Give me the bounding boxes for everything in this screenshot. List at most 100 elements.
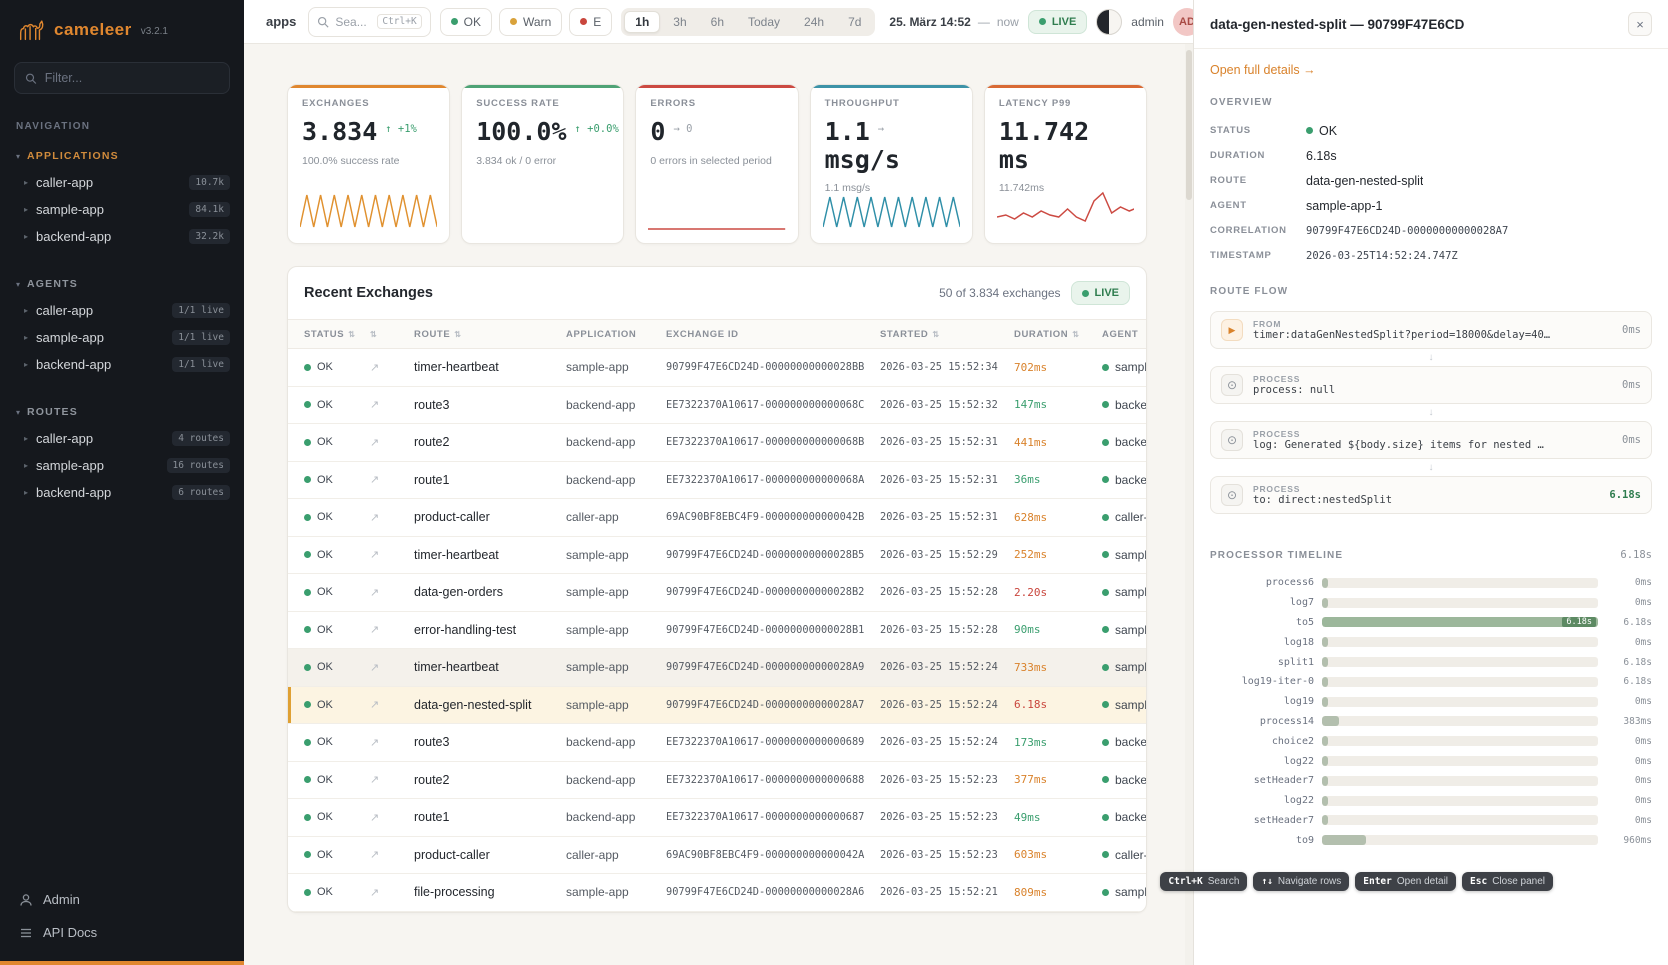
open-exchange-icon[interactable]: ↗ xyxy=(370,436,380,449)
sidebar-item[interactable]: ▸ backend-app 6 routes xyxy=(0,479,244,506)
time-range-button[interactable]: 6h xyxy=(710,14,724,29)
route-flow-step[interactable]: ▶ FROM timer:dataGenNestedSplit?period=1… xyxy=(1210,311,1652,349)
open-exchange-icon[interactable]: ↗ xyxy=(370,774,380,787)
table-row[interactable]: OK ↗ route2 backend-app EE7322370A10617-… xyxy=(288,424,1146,462)
admin-link[interactable]: Admin xyxy=(0,883,244,916)
sidebar-item-badge: 16 routes xyxy=(166,458,230,473)
column-header[interactable]: STATUS xyxy=(304,329,370,340)
sidebar-item[interactable]: ▸ sample-app 1/1 live xyxy=(0,324,244,351)
table-row[interactable]: OK ↗ data-gen-orders sample-app 90799F47… xyxy=(288,574,1146,612)
timeline-row[interactable]: log22 0ms xyxy=(1210,751,1652,771)
table-row[interactable]: OK ↗ data-gen-nested-split sample-app 90… xyxy=(288,686,1146,724)
table-row[interactable]: OK ↗ error-handling-test sample-app 9079… xyxy=(288,612,1146,649)
sidebar-item[interactable]: ▸ backend-app 32.2k xyxy=(0,223,244,250)
agent-label: sample-app-1 xyxy=(1115,622,1146,637)
open-exchange-icon[interactable]: ↗ xyxy=(370,811,380,824)
sidebar-item[interactable]: ▸ caller-app 1/1 live xyxy=(0,297,244,324)
timeline-row[interactable]: log19-iter-0 6.18s xyxy=(1210,672,1652,692)
open-exchange-icon[interactable]: ↗ xyxy=(370,474,380,487)
status-filter-chip[interactable]: OK xyxy=(439,7,493,36)
hint-key: Ctrl+K xyxy=(1168,876,1203,887)
table-row[interactable]: OK ↗ product-caller caller-app 69AC90BF8… xyxy=(288,837,1146,874)
timeline-row[interactable]: process14 383ms xyxy=(1210,712,1652,732)
timeline-row[interactable]: log19 0ms xyxy=(1210,692,1652,712)
table-row[interactable]: OK ↗ route1 backend-app EE7322370A10617-… xyxy=(288,799,1146,837)
metric-value: 1.1 xyxy=(824,117,870,146)
sidebar-item[interactable]: ▸ sample-app 84.1k xyxy=(0,196,244,223)
timeline-row[interactable]: setHeader7 0ms xyxy=(1210,771,1652,791)
scrollbar[interactable] xyxy=(1185,44,1193,965)
table-row[interactable]: OK ↗ product-caller caller-app 69AC90BF8… xyxy=(288,499,1146,537)
section-header-routes[interactable]: ▾ ROUTES xyxy=(0,398,244,425)
route-flow-step[interactable]: ⊙ PROCESS process: null 0ms xyxy=(1210,366,1652,404)
time-range-button[interactable]: 1h xyxy=(624,10,661,33)
table-row[interactable]: OK ↗ timer-heartbeat sample-app 90799F47… xyxy=(288,349,1146,387)
open-exchange-icon[interactable]: ↗ xyxy=(370,549,380,562)
processor-name: log19 xyxy=(1283,696,1314,708)
date-range-label[interactable]: 25. März 14:52 — now xyxy=(889,15,1018,29)
table-row[interactable]: OK ↗ route3 backend-app EE7322370A10617-… xyxy=(288,724,1146,762)
sidebar-item[interactable]: ▸ caller-app 4 routes xyxy=(0,425,244,452)
sidebar-item[interactable]: ▸ caller-app 10.7k xyxy=(0,169,244,196)
api-docs-link[interactable]: API Docs xyxy=(0,916,244,949)
time-range-button[interactable]: Today xyxy=(748,14,781,29)
route-flow-step[interactable]: ⊙ PROCESS log: Generated ${body.size} it… xyxy=(1210,421,1652,459)
status-filter-chip[interactable]: Warn xyxy=(499,7,563,36)
column-header[interactable] xyxy=(370,330,414,339)
table-row[interactable]: OK ↗ file-processing sample-app 90799F47… xyxy=(288,874,1146,912)
section-header-applications[interactable]: ▾ APPLICATIONS xyxy=(0,142,244,169)
global-search[interactable]: Ctrl+K xyxy=(308,6,431,37)
column-header[interactable]: STARTED xyxy=(880,329,1014,340)
duration-cell: 603ms xyxy=(1014,848,1048,862)
table-row[interactable]: OK ↗ route2 backend-app EE7322370A10617-… xyxy=(288,762,1146,799)
column-header[interactable]: DURATION xyxy=(1014,329,1102,340)
time-range-button[interactable]: 7d xyxy=(848,14,862,29)
timeline-row[interactable]: log22 0ms xyxy=(1210,791,1652,811)
scrollbar-thumb[interactable] xyxy=(1186,50,1192,200)
filter-input[interactable] xyxy=(44,71,219,85)
timeline-row[interactable]: to9 960ms xyxy=(1210,830,1652,850)
route-flow-step[interactable]: ⊙ PROCESS to: direct:nestedSplit 6.18s xyxy=(1210,476,1652,514)
table-row[interactable]: OK ↗ route3 backend-app EE7322370A10617-… xyxy=(288,387,1146,424)
timeline-row[interactable]: setHeader7 0ms xyxy=(1210,811,1652,831)
section-header-agents[interactable]: ▾ AGENTS xyxy=(0,270,244,297)
time-range-button[interactable]: 3h xyxy=(673,14,687,29)
live-toggle[interactable]: LIVE xyxy=(1027,9,1088,34)
open-exchange-icon[interactable]: ↗ xyxy=(370,361,380,374)
timeline-row[interactable]: process6 0ms xyxy=(1210,573,1652,593)
table-row[interactable]: OK ↗ route1 backend-app EE7322370A10617-… xyxy=(288,462,1146,499)
open-exchange-icon[interactable]: ↗ xyxy=(370,586,380,599)
open-full-details-link[interactable]: Open full details → xyxy=(1210,63,1316,77)
timeline-row[interactable]: log7 0ms xyxy=(1210,593,1652,613)
timeline-row[interactable]: choice2 0ms xyxy=(1210,731,1652,751)
open-exchange-icon[interactable]: ↗ xyxy=(370,736,380,749)
open-exchange-icon[interactable]: ↗ xyxy=(370,849,380,862)
column-header[interactable]: AGENT xyxy=(1102,328,1139,340)
close-icon[interactable]: × xyxy=(1628,12,1652,36)
timeline-row[interactable]: log18 0ms xyxy=(1210,632,1652,652)
search-input[interactable] xyxy=(335,14,372,29)
open-exchange-icon[interactable]: ↗ xyxy=(370,699,380,712)
open-exchange-icon[interactable]: ↗ xyxy=(370,511,380,524)
timeline-track: 6.18s xyxy=(1322,617,1598,628)
open-exchange-icon[interactable]: ↗ xyxy=(370,399,380,412)
table-row[interactable]: OK ↗ timer-heartbeat sample-app 90799F47… xyxy=(288,649,1146,687)
status-filter-chip[interactable]: E xyxy=(569,7,613,36)
table-row[interactable]: OK ↗ timer-heartbeat sample-app 90799F47… xyxy=(288,537,1146,574)
open-exchange-icon[interactable]: ↗ xyxy=(370,886,380,899)
sidebar-item[interactable]: ▸ sample-app 16 routes xyxy=(0,452,244,479)
open-exchange-icon[interactable]: ↗ xyxy=(370,624,380,637)
open-exchange-icon[interactable]: ↗ xyxy=(370,661,380,674)
agent-cell: backend-app-1 xyxy=(1102,735,1146,749)
sidebar-filter[interactable] xyxy=(14,62,230,94)
column-header[interactable]: ROUTE xyxy=(414,329,566,340)
app-logo[interactable]: cameleer v3.2.1 xyxy=(0,0,244,58)
timeline-row[interactable]: to5 6.18s 6.18s xyxy=(1210,613,1652,633)
column-header[interactable]: EXCHANGE ID xyxy=(666,328,739,340)
timeline-row[interactable]: split1 6.18s xyxy=(1210,652,1652,672)
column-header[interactable]: APPLICATION xyxy=(566,328,637,340)
theme-toggle[interactable] xyxy=(1096,8,1123,35)
time-range-button[interactable]: 24h xyxy=(804,14,825,29)
sidebar-item[interactable]: ▸ backend-app 1/1 live xyxy=(0,351,244,378)
card-accent-bar xyxy=(636,85,798,88)
